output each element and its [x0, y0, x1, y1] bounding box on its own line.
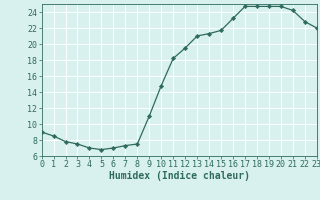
X-axis label: Humidex (Indice chaleur): Humidex (Indice chaleur) [109, 171, 250, 181]
